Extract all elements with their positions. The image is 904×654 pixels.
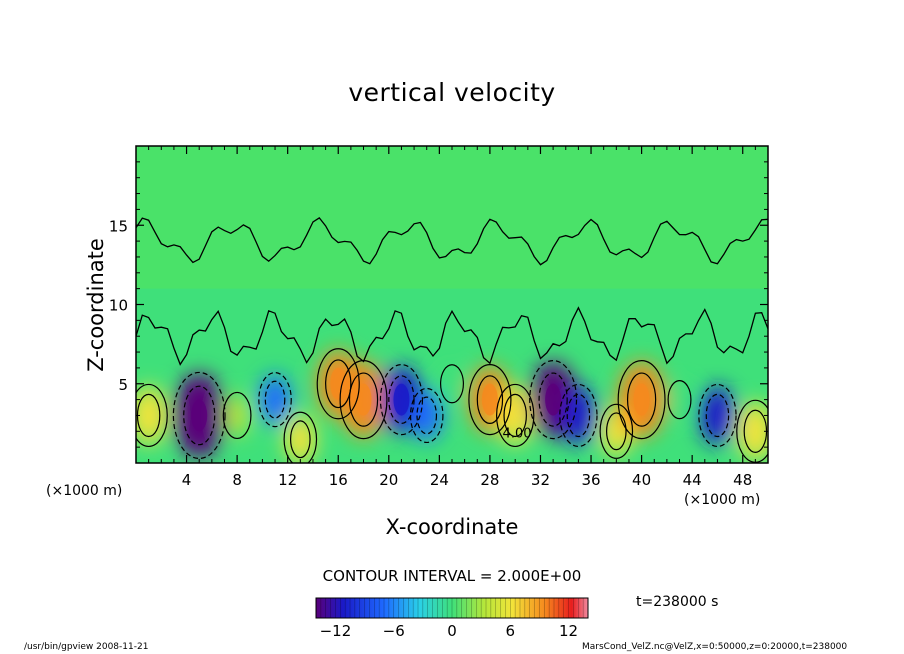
contour-line <box>626 372 657 427</box>
colorbar: −12 −6 0 6 12 <box>315 597 589 640</box>
field-cell <box>224 394 251 437</box>
contour-line <box>416 396 438 435</box>
x-unit-left: (×1000 m) <box>46 483 123 499</box>
x-tick-label: 44 <box>683 471 702 489</box>
field-core <box>633 383 650 416</box>
x-tick-label: 36 <box>581 471 600 489</box>
field-core <box>191 399 208 432</box>
contour-line <box>379 364 424 436</box>
contour-line <box>705 393 730 438</box>
x-tick-label: 8 <box>232 471 242 489</box>
contour-line <box>348 372 379 427</box>
x-axis-label: X-coordinate <box>385 515 519 539</box>
field-cell <box>669 383 690 416</box>
x-tick-label: 20 <box>379 471 398 489</box>
contour-line <box>617 360 666 440</box>
x-tick-label: 28 <box>480 471 499 489</box>
x-unit-right: (×1000 m) <box>684 492 761 508</box>
contour-line <box>566 393 591 438</box>
time-label: t=238000 s <box>636 594 719 610</box>
zero-contour <box>136 306 768 366</box>
field-cell <box>411 390 443 441</box>
y-tick-label: 10 <box>109 297 128 315</box>
x-tick-label: 32 <box>531 471 550 489</box>
contour-line <box>538 372 568 427</box>
field-cell <box>284 414 316 463</box>
upper-field-tint <box>136 146 768 289</box>
footer-program: /usr/bin/gpview 2008-11-21 <box>24 642 149 652</box>
contour-line <box>476 375 504 425</box>
colorbar-tick-label: 0 <box>447 622 457 640</box>
contour-line <box>316 348 360 420</box>
y-axis-label: Z-coordinate <box>84 238 108 372</box>
contour-line <box>559 383 598 448</box>
contour-line <box>698 383 737 448</box>
field-core <box>393 383 410 416</box>
contour-line <box>325 359 352 409</box>
contour-line <box>258 372 292 428</box>
field-core <box>481 383 498 416</box>
field-core <box>545 383 562 416</box>
field-core <box>330 367 347 400</box>
field-cell <box>136 386 167 445</box>
contour-line <box>409 387 444 444</box>
colorbar-tick-label: 12 <box>559 622 578 640</box>
contour-line <box>503 393 527 438</box>
field-cell <box>259 374 291 425</box>
contour-line <box>222 391 252 440</box>
x-axis: 4 8 12 16 20 24 28 32 36 40 44 48 <box>148 146 756 489</box>
footer-source: MarsCond_VelZ.nc@VelZ,x=0:50000,z=0:2000… <box>582 642 848 652</box>
x-tick-label: 40 <box>632 471 651 489</box>
colorbar-tick-label: 6 <box>506 622 516 640</box>
x-tick-label: 4 <box>182 471 192 489</box>
x-tick-label: 12 <box>278 471 297 489</box>
field-core <box>355 383 372 416</box>
field-cell <box>737 402 768 461</box>
velocity-field: 4.00 <box>136 146 768 463</box>
field-cell <box>560 386 597 445</box>
contour-line <box>283 411 318 463</box>
x-tick-label: 48 <box>733 471 752 489</box>
contour-line <box>172 371 226 460</box>
contour-interval: CONTOUR INTERVAL = 2.000E+00 <box>322 567 582 585</box>
y-axis: 5 10 15 <box>109 161 768 448</box>
contour-line <box>440 364 465 404</box>
colorbar-tick-label: −6 <box>383 622 405 640</box>
contour-line <box>468 364 512 436</box>
x-tick-label: 16 <box>329 471 348 489</box>
contour-line <box>264 380 286 419</box>
contour-line <box>606 412 627 451</box>
y-tick-label: 15 <box>109 217 128 235</box>
contour-line <box>496 383 535 448</box>
y-tick-label: 5 <box>118 376 128 394</box>
contour-line <box>599 403 634 459</box>
x-tick-label: 24 <box>430 471 449 489</box>
upper-contour <box>136 217 768 266</box>
chart-title: vertical velocity <box>348 78 556 107</box>
field-cell <box>496 386 534 445</box>
contour-value-label: 4.00 <box>503 427 532 442</box>
colorbar-tick-label: −12 <box>320 622 352 640</box>
contour-line <box>667 380 692 420</box>
contour-line <box>183 385 216 446</box>
contour-line <box>136 383 168 448</box>
contour-line <box>290 420 311 459</box>
field-cell <box>441 367 463 401</box>
field-cell <box>699 386 736 445</box>
contour-line <box>529 360 578 440</box>
